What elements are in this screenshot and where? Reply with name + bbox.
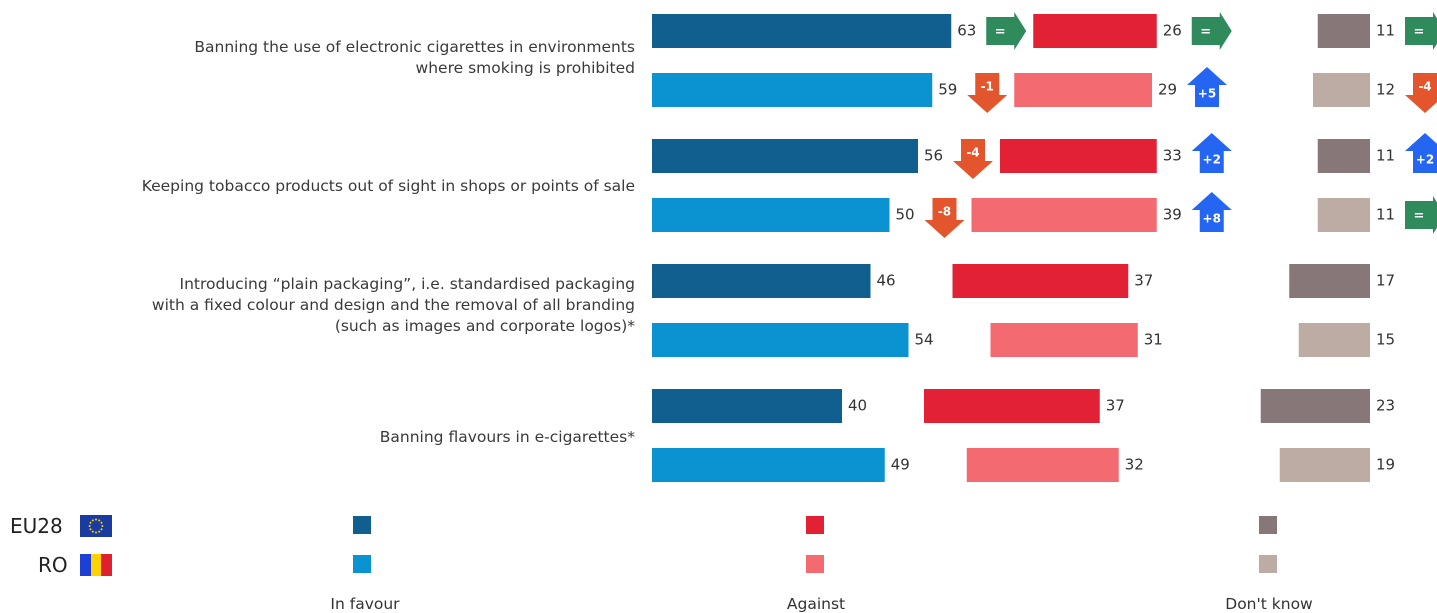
bar-eu28-q4-against xyxy=(924,389,1100,423)
change-ro-q1-dont-know-icon-text: -4 xyxy=(1418,80,1431,94)
label-ro-q4-dont-know: 19 xyxy=(1376,456,1395,474)
change-ro-q2-against-icon-text: +8 xyxy=(1203,212,1221,226)
legend-swatch-ro-dont-know xyxy=(1259,555,1277,573)
label-ro-q3-dont-know: 15 xyxy=(1376,331,1395,349)
change-ro-q2-in-favour-icon xyxy=(924,198,965,238)
question-label-3-line3: (such as images and corporate logos)* xyxy=(334,317,635,335)
label-ro-q3-in-favour: 54 xyxy=(915,331,934,349)
legend-swatch-eu-dont-know xyxy=(1259,516,1277,534)
change-ro-q2-against-icon xyxy=(1191,192,1232,232)
label-ro-q4-against: 32 xyxy=(1125,456,1144,474)
label-ro-q2-dont-know: 11 xyxy=(1376,206,1395,224)
bar-ro-q3-in-favour xyxy=(652,323,909,357)
bar-ro-q2-against xyxy=(971,198,1157,232)
question-label-2-line1: Keeping tobacco products out of sight in… xyxy=(141,177,635,195)
label-ro-q1-in-favour: 59 xyxy=(938,81,957,99)
bar-eu28-q2-in-favour xyxy=(652,139,918,173)
bar-ro-q4-against xyxy=(966,448,1119,482)
question-label-3: Introducing “plain packaging”, i.e. stan… xyxy=(152,274,635,337)
change-eu28-q1-in-favour-icon xyxy=(986,12,1027,50)
label-ro-q4-in-favour: 49 xyxy=(891,456,910,474)
ro-flag-icon xyxy=(80,554,112,576)
bar-eu28-q3-in-favour xyxy=(652,264,871,298)
bar-ro-q2-in-favour xyxy=(652,198,890,232)
label-eu28-q4-dont-know: 23 xyxy=(1376,397,1395,415)
label-eu28-q3-in-favour: 46 xyxy=(877,272,896,290)
legend-swatch-ro-in-favour xyxy=(353,555,371,573)
bar-eu28-q3-dont-know xyxy=(1289,264,1370,298)
change-eu28-q2-in-favour-icon-text: -4 xyxy=(966,146,979,160)
bar-ro-q1-against xyxy=(1014,73,1152,107)
legend-eu28-label: EU28 xyxy=(10,514,63,538)
bar-ro-q1-in-favour xyxy=(652,73,933,107)
change-eu28-q2-against-icon xyxy=(1191,133,1232,173)
bar-eu28-q1-dont-know xyxy=(1317,14,1370,48)
label-eu28-q4-in-favour: 40 xyxy=(848,397,867,415)
legend-ro-label: RO xyxy=(38,553,68,577)
change-ro-q2-in-favour-icon-text: -8 xyxy=(938,205,951,219)
label-eu28-q1-in-favour: 63 xyxy=(957,22,976,40)
label-eu28-q3-against: 37 xyxy=(1134,272,1153,290)
change-ro-q1-against-icon xyxy=(1187,67,1227,107)
question-label-1: Banning the use of electronic cigarettes… xyxy=(194,37,635,79)
question-label-1-line2: where smoking is prohibited xyxy=(415,59,635,77)
question-label-4: Banning flavours in e-cigarettes* xyxy=(380,427,635,448)
change-eu28-q1-dont-know-icon-text: = xyxy=(1414,25,1425,40)
bar-eu28-q1-against xyxy=(1033,14,1157,48)
legend-in-favour-label: In favour xyxy=(330,595,400,613)
label-eu28-q2-in-favour: 56 xyxy=(924,147,943,165)
change-eu28-q1-against-icon xyxy=(1191,12,1232,50)
label-eu28-q3-dont-know: 17 xyxy=(1376,272,1395,290)
change-eu28-q2-dont-know-icon xyxy=(1405,133,1437,173)
label-eu28-q1-against: 26 xyxy=(1163,22,1182,40)
bar-ro-q4-dont-know xyxy=(1279,448,1370,482)
change-ro-q1-against-icon-text: +5 xyxy=(1198,87,1216,101)
bar-eu28-q2-against xyxy=(1000,139,1157,173)
legend-swatch-eu-against xyxy=(806,516,824,534)
change-ro-q1-dont-know-icon xyxy=(1405,73,1437,113)
question-label-4-line1: Banning flavours in e-cigarettes* xyxy=(379,428,635,446)
label-eu28-q2-dont-know: 11 xyxy=(1376,147,1395,165)
bar-ro-q3-against xyxy=(990,323,1138,357)
change-ro-q1-in-favour-icon xyxy=(967,73,1008,113)
question-label-3-line1: Introducing “plain packaging”, i.e. stan… xyxy=(179,275,635,293)
label-ro-q2-against: 39 xyxy=(1163,206,1182,224)
bar-ro-q4-in-favour xyxy=(652,448,885,482)
change-eu28-q2-in-favour-icon xyxy=(953,139,993,179)
label-eu28-q4-against: 37 xyxy=(1106,397,1125,415)
label-ro-q3-against: 31 xyxy=(1144,331,1163,349)
eu-flag-icon xyxy=(80,515,112,537)
bar-eu28-q4-dont-know xyxy=(1260,389,1370,423)
label-ro-q1-against: 29 xyxy=(1158,81,1177,99)
legend-against-label: Against xyxy=(786,595,846,613)
label-eu28-q1-dont-know: 11 xyxy=(1376,22,1395,40)
change-ro-q2-dont-know-icon-text: = xyxy=(1414,209,1425,224)
label-ro-q2-in-favour: 50 xyxy=(896,206,915,224)
change-eu28-q2-against-icon-text: +2 xyxy=(1203,153,1221,167)
legend-swatch-ro-against xyxy=(806,555,824,573)
bar-ro-q2-dont-know xyxy=(1317,198,1370,232)
bar-ro-q3-dont-know xyxy=(1298,323,1370,357)
bar-eu28-q1-in-favour xyxy=(652,14,952,48)
change-ro-q1-in-favour-icon-text: -1 xyxy=(981,80,994,94)
change-eu28-q1-dont-know-icon xyxy=(1405,12,1437,50)
change-eu28-q2-dont-know-icon-text: +2 xyxy=(1416,153,1434,167)
bar-eu28-q2-dont-know xyxy=(1317,139,1370,173)
legend-dont-know-label: Don't know xyxy=(1225,595,1313,613)
label-eu28-q2-against: 33 xyxy=(1163,147,1182,165)
bar-ro-q1-dont-know xyxy=(1313,73,1370,107)
bar-eu28-q3-against xyxy=(952,264,1129,298)
question-label-2: Keeping tobacco products out of sight in… xyxy=(142,176,635,197)
change-eu28-q1-against-icon-text: = xyxy=(1200,25,1211,40)
legend-swatch-eu-in-favour xyxy=(353,516,371,534)
label-ro-q1-dont-know: 12 xyxy=(1376,81,1395,99)
question-label-3-line2: with a fixed colour and design and the r… xyxy=(151,296,635,314)
change-eu28-q1-in-favour-icon-text: = xyxy=(995,25,1006,40)
change-ro-q2-dont-know-icon xyxy=(1405,196,1437,234)
question-label-1-line1: Banning the use of electronic cigarettes… xyxy=(194,38,635,56)
bar-eu28-q4-in-favour xyxy=(652,389,842,423)
